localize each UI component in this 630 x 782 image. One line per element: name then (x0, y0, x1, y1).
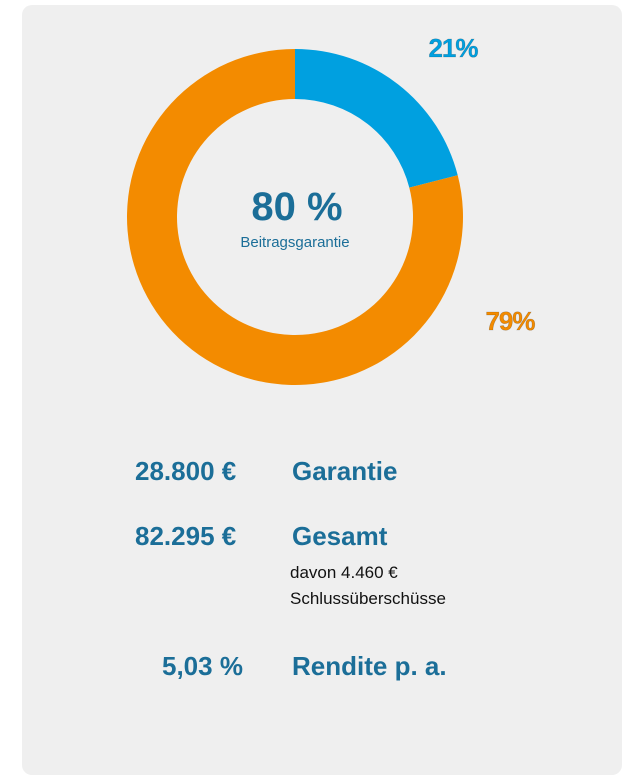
segment-label: 79% (485, 306, 535, 336)
donut-segment (295, 49, 458, 188)
summary-label: Rendite p. a. (292, 651, 447, 681)
segment-label: 21% (428, 33, 478, 63)
center-label: Beitragsgarantie (240, 234, 349, 251)
summary-label: Garantie (292, 456, 398, 486)
summary-note: davon 4.460 € (290, 563, 398, 582)
summary-note: Schlussüberschüsse (290, 589, 446, 608)
summary-label: Gesamt (292, 521, 388, 551)
center-value: 80 % (251, 185, 342, 229)
donut-chart (127, 49, 464, 385)
donut-segment (127, 49, 464, 385)
amount: 5,03 % (162, 651, 243, 681)
amount: 28.800 € (135, 456, 236, 486)
amount: 82.295 € (135, 521, 236, 551)
